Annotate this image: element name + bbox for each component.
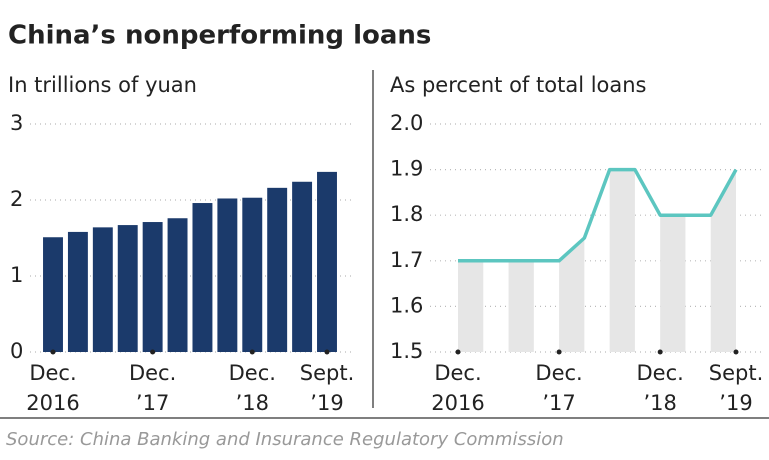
y-tick-label: 1.8 xyxy=(390,202,423,226)
bar xyxy=(67,231,88,352)
shade-band xyxy=(458,260,484,352)
bar xyxy=(117,225,138,352)
subtitle: As percent of total loans xyxy=(390,73,647,97)
x-tick-label: Dec. ’17 xyxy=(535,361,582,415)
x-tick-line: Dec. xyxy=(535,361,582,385)
bar xyxy=(142,222,163,352)
y-tick-label: 1.6 xyxy=(390,293,423,317)
x-tick-dot xyxy=(455,349,461,355)
x-tick-dot xyxy=(150,349,156,355)
x-tick-label: Dec. 2016 xyxy=(26,361,79,415)
page-title: China’s nonperforming loans xyxy=(8,21,431,51)
x-tick-label: Dec. ’18 xyxy=(229,361,276,415)
bar xyxy=(317,171,337,352)
y-tick-label: 1 xyxy=(10,263,23,287)
x-tick-dot xyxy=(657,349,663,355)
bar xyxy=(242,197,263,352)
x-tick-label: Sept. ’19 xyxy=(709,361,764,415)
x-tick-line: ’19 xyxy=(719,391,752,415)
y-tick-label: 2 xyxy=(10,187,23,211)
source: Source: China Banking and Insurance Regu… xyxy=(6,429,564,450)
x-tick-line: Dec. xyxy=(637,361,684,385)
bar xyxy=(167,218,188,352)
x-tick-line: Sept. xyxy=(300,361,355,385)
x-tick-label: Sept. ’19 xyxy=(300,361,355,415)
x-tick-line: ’17 xyxy=(542,391,575,415)
shade-band xyxy=(508,260,534,352)
x-tick-line: ’18 xyxy=(643,391,676,415)
shade-band xyxy=(609,169,635,352)
x-tick-line: Sept. xyxy=(709,361,764,385)
bar xyxy=(92,227,113,352)
y-tick-label: 1.9 xyxy=(390,157,423,181)
x-tick-line: 2016 xyxy=(431,391,484,415)
y-tick-label: 3 xyxy=(10,111,23,135)
x-tick-dot xyxy=(50,349,56,355)
shade-band xyxy=(660,215,686,352)
x-tick-line: ’17 xyxy=(136,391,169,415)
y-tick-label: 0 xyxy=(10,339,23,363)
x-tick-line: ’18 xyxy=(236,391,269,415)
x-tick-dot xyxy=(249,349,255,355)
bar xyxy=(267,187,288,352)
x-tick-label: Dec. 2016 xyxy=(431,361,484,415)
shade-band xyxy=(710,169,736,352)
x-tick-dot xyxy=(324,349,330,355)
y-tick-label: 1.5 xyxy=(390,339,423,363)
y-tick-label: 1.7 xyxy=(390,248,423,272)
x-tick-label: Dec. ’17 xyxy=(129,361,176,415)
bar xyxy=(43,237,63,352)
x-tick-line: Dec. xyxy=(434,361,481,385)
x-tick-line: Dec. xyxy=(29,361,76,385)
x-tick-line: 2016 xyxy=(26,391,79,415)
line xyxy=(458,167,738,263)
bar xyxy=(192,203,213,352)
y-tick-label: 2.0 xyxy=(390,111,423,135)
x-tick-label: Dec. ’18 xyxy=(637,361,684,415)
bar xyxy=(292,181,313,352)
x-tick-dot xyxy=(556,349,562,355)
shade-band xyxy=(559,238,585,352)
x-tick-line: Dec. xyxy=(129,361,176,385)
bar xyxy=(217,198,238,352)
subtitle: In trillions of yuan xyxy=(8,73,197,97)
x-tick-dot xyxy=(733,349,739,355)
x-tick-line: Dec. xyxy=(229,361,276,385)
x-tick-line: ’19 xyxy=(310,391,343,415)
